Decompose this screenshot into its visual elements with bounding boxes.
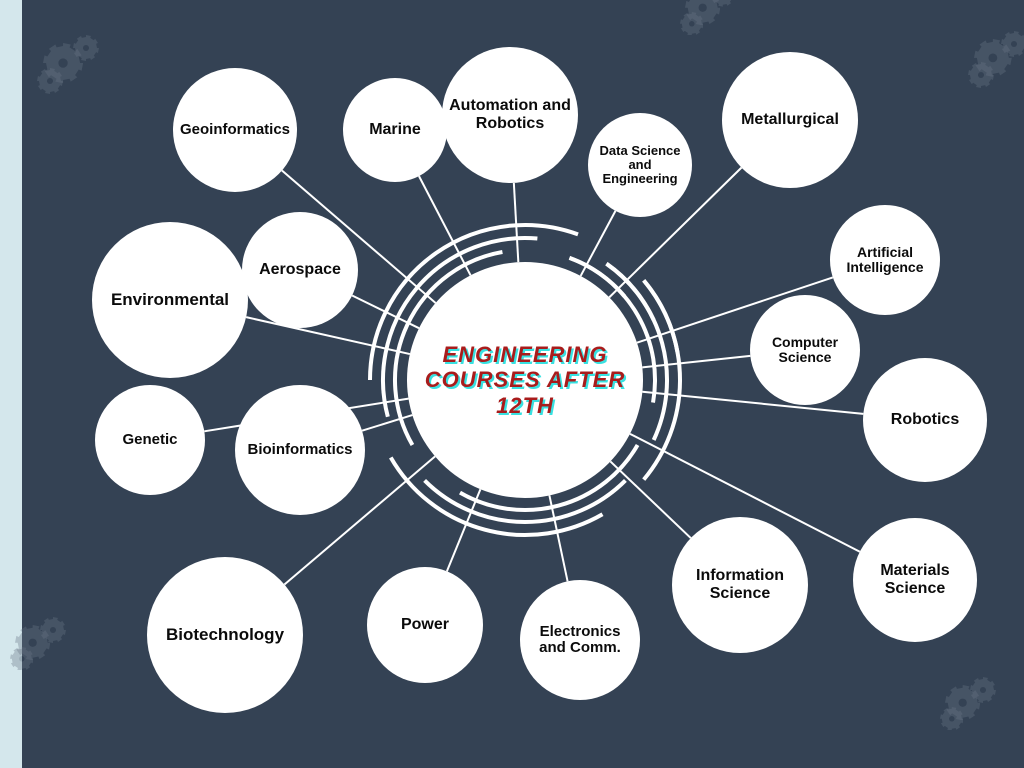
node-data-science: Data Science and Engineering xyxy=(588,113,692,217)
node-biotechnology: Biotechnology xyxy=(147,557,303,713)
node-label: Materials Science xyxy=(859,562,971,597)
node-environmental: Environmental xyxy=(92,222,248,378)
diagram-stage: Engineering Courses After 12th Engineeri… xyxy=(0,0,1024,768)
gear-icon xyxy=(73,35,99,66)
node-label: Environmental xyxy=(111,291,229,310)
node-label: Metallurgical xyxy=(741,111,839,129)
node-power: Power xyxy=(367,567,483,683)
node-artificial-int: Artificial Intelligence xyxy=(830,205,940,315)
node-label: Robotics xyxy=(891,411,959,429)
gear-icon xyxy=(940,707,964,736)
gear-icon xyxy=(1001,31,1024,62)
gear-icon xyxy=(40,617,66,648)
node-label: Aerospace xyxy=(259,261,341,279)
node-label: Geoinformatics xyxy=(180,122,290,139)
node-label: Marine xyxy=(369,121,421,139)
node-label: Genetic xyxy=(122,432,177,449)
node-metallurgical: Metallurgical xyxy=(722,52,858,188)
center-hub: Engineering Courses After 12th Engineeri… xyxy=(407,262,643,498)
node-label: Data Science and Engineering xyxy=(594,144,686,187)
node-label: Automation and Robotics xyxy=(448,97,572,132)
node-automation-robotics: Automation and Robotics xyxy=(442,47,578,183)
node-computer-science: Computer Science xyxy=(750,295,860,405)
node-label: Bioinformatics xyxy=(247,442,352,459)
node-label: Artificial Intelligence xyxy=(836,245,934,276)
gear-icon xyxy=(680,12,704,41)
gear-icon xyxy=(711,0,735,12)
node-information-sci: Information Science xyxy=(672,517,808,653)
node-label: Computer Science xyxy=(756,335,854,366)
node-bioinformatics: Bioinformatics xyxy=(235,385,365,515)
gear-icon xyxy=(970,677,996,708)
node-label: Biotechnology xyxy=(166,626,284,645)
node-genetic: Genetic xyxy=(95,385,205,495)
gear-icon xyxy=(10,647,34,676)
node-label: Electronics and Comm. xyxy=(526,624,634,657)
node-materials-sci: Materials Science xyxy=(853,518,977,642)
node-robotics: Robotics xyxy=(863,358,987,482)
node-electronics-comm: Electronics and Comm. xyxy=(520,580,640,700)
gear-icon xyxy=(968,62,994,93)
node-geoinformatics: Geoinformatics xyxy=(173,68,297,192)
node-aerospace: Aerospace xyxy=(242,212,358,328)
node-label: Power xyxy=(401,616,449,634)
node-label: Information Science xyxy=(678,567,802,602)
center-title: Engineering Courses After 12th Engineeri… xyxy=(419,342,631,418)
node-marine: Marine xyxy=(343,78,447,182)
gear-icon xyxy=(37,68,63,99)
